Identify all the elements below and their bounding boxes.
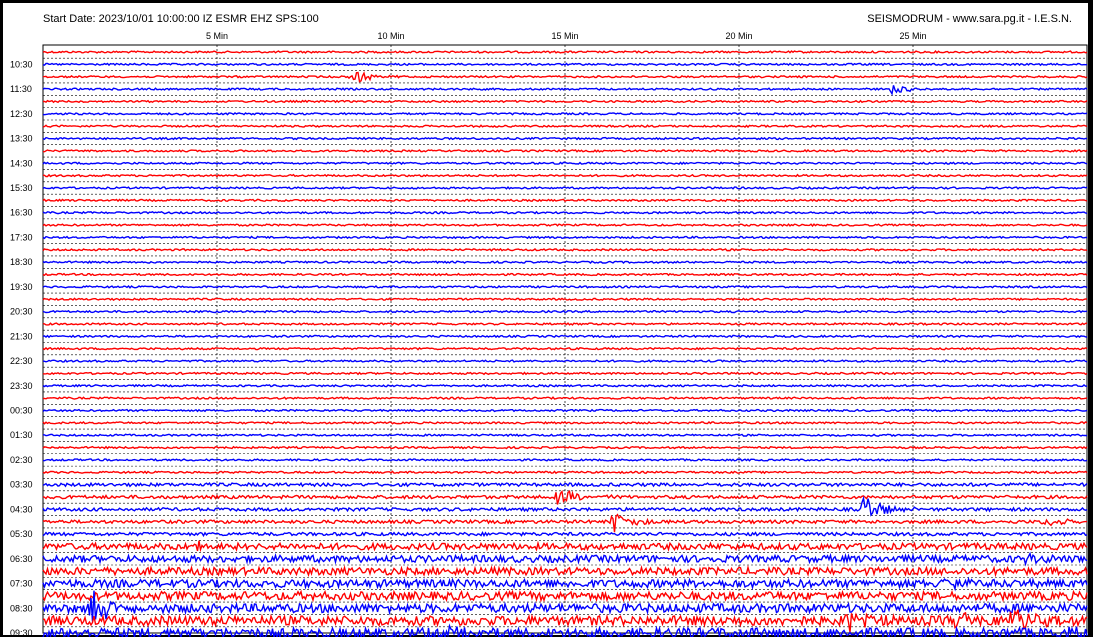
- trace-line: [42, 161, 1088, 166]
- trace-line: [43, 173, 1088, 178]
- trace-line: [42, 540, 1088, 553]
- time-label: 04:30: [10, 504, 33, 514]
- trace-line: [42, 346, 1088, 351]
- trace-line: [42, 458, 1088, 462]
- trace-line: [42, 148, 1088, 153]
- time-label: 23:30: [10, 381, 33, 391]
- trace-line: [43, 396, 1088, 401]
- trace-line: [42, 445, 1088, 450]
- trace-line: [42, 371, 1088, 376]
- trace-line: [42, 99, 1088, 104]
- trace-line: [42, 111, 1088, 116]
- trace-line: [42, 247, 1088, 252]
- trace-line: [42, 513, 1087, 533]
- time-label: 08:30: [10, 603, 33, 613]
- trace-line: [42, 309, 1088, 314]
- trace-line: [42, 433, 1088, 438]
- time-label: 15:30: [10, 183, 33, 193]
- trace-line: [42, 272, 1088, 277]
- time-label: 21:30: [10, 331, 33, 341]
- time-label: 02:30: [10, 455, 33, 465]
- header-source-credit: SEISMODRUM - www.sara.pg.it - I.E.S.N.: [867, 13, 1072, 25]
- time-label: 03:30: [10, 480, 33, 490]
- trace-line: [42, 85, 1088, 96]
- x-tick-label: 5 Min: [206, 31, 228, 41]
- trace-line: [42, 623, 1088, 637]
- trace-line: [42, 235, 1088, 240]
- time-label: 00:30: [10, 405, 33, 415]
- trace-line: [42, 62, 1087, 67]
- time-label: 20:30: [10, 307, 33, 317]
- trace-line: [42, 551, 1088, 567]
- time-label: 07:30: [10, 579, 33, 589]
- time-label: 05:30: [10, 529, 33, 539]
- trace-line: [42, 564, 1088, 578]
- time-label: 10:30: [10, 59, 33, 69]
- trace-line: [42, 322, 1088, 326]
- trace-line: [42, 609, 1088, 633]
- trace-line: [42, 495, 1088, 517]
- header-station-info: Start Date: 2023/10/01 10:00:00 IZ ESMR …: [43, 13, 319, 25]
- time-label: 13:30: [10, 134, 33, 144]
- time-label: 19:30: [10, 282, 33, 292]
- trace-line: [42, 223, 1088, 228]
- time-label: 11:30: [10, 84, 32, 94]
- trace-line: [42, 490, 1088, 505]
- trace-line: [42, 420, 1088, 425]
- trace-line: [42, 470, 1088, 475]
- trace-line: [42, 576, 1088, 592]
- trace-line: [42, 590, 1088, 622]
- trace-line: [42, 408, 1088, 413]
- trace-line: [42, 186, 1088, 190]
- time-label: 22:30: [10, 356, 33, 366]
- time-label: 18:30: [10, 257, 33, 267]
- x-tick-label: 20 Min: [725, 31, 752, 41]
- trace-line: [42, 383, 1088, 388]
- time-label: 17:30: [10, 232, 33, 242]
- trace-line: [42, 359, 1088, 363]
- trace-line: [42, 297, 1088, 302]
- trace-line: [42, 481, 1088, 488]
- trace-line: [42, 334, 1088, 339]
- trace-line: [42, 50, 1088, 54]
- time-label: 14:30: [10, 158, 33, 168]
- time-label: 09:30: [10, 628, 33, 637]
- trace-line: [42, 589, 1088, 603]
- time-label: 12:30: [10, 109, 33, 119]
- trace-line: [42, 198, 1088, 203]
- x-tick-label: 25 Min: [899, 31, 926, 41]
- trace-line: [42, 260, 1088, 265]
- x-tick-label: 10 Min: [377, 31, 404, 41]
- trace-line: [42, 71, 1088, 83]
- time-label: 01:30: [10, 430, 33, 440]
- seismogram-panel: Start Date: 2023/10/01 10:00:00 IZ ESMR …: [3, 3, 1088, 635]
- x-tick-label: 15 Min: [551, 31, 578, 41]
- trace-line: [42, 124, 1088, 129]
- trace-line: [42, 284, 1088, 289]
- trace-line: [42, 136, 1088, 141]
- trace-line: [42, 210, 1088, 215]
- time-label: 16:30: [10, 208, 33, 218]
- time-label: 06:30: [10, 554, 33, 564]
- trace-line: [42, 531, 1088, 538]
